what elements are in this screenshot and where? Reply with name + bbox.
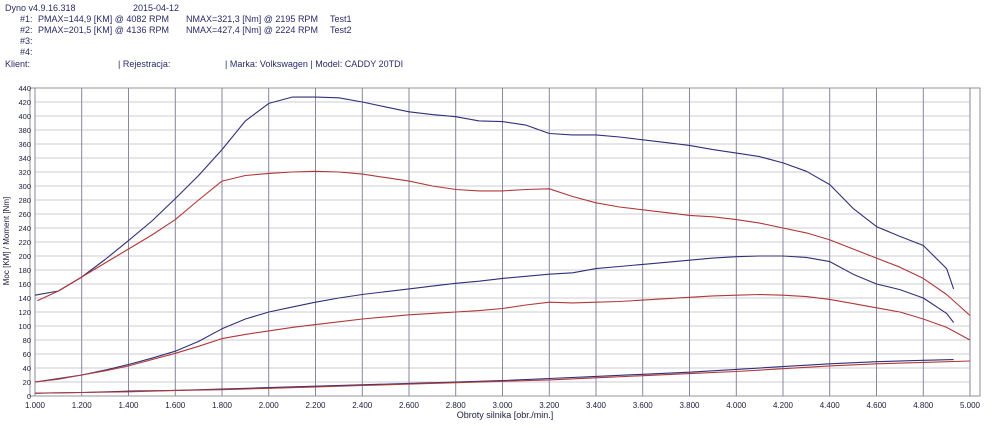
y-axis-label: Moc [KM] / Moment [Nm] [2, 197, 11, 285]
x-tick-label: 3.800 [679, 401, 700, 410]
y-tick-label: 160 [18, 280, 31, 289]
series-line-2 [37, 170, 971, 316]
y-tick-label: 140 [18, 294, 31, 303]
x-tick-label: 1.600 [165, 401, 186, 410]
series-line-4 [34, 293, 971, 383]
x-tick-label: 4.200 [773, 401, 794, 410]
run-2-label: #2: [20, 25, 33, 35]
y-tick-label: 20 [23, 378, 31, 387]
x-tick-label: 1.400 [118, 401, 139, 410]
run-1-pmax: PMAX=144,9 [KM] @ 4082 RPM [38, 14, 169, 24]
app-version: Dyno v4.9.16.318 [5, 3, 76, 13]
y-tick-label: 200 [18, 252, 31, 261]
x-tick-label: 4.000 [726, 401, 747, 410]
run-1-nmax: NMAX=321,3 [Nm] @ 2195 RPM [186, 14, 318, 24]
series-line-1 [34, 96, 955, 296]
x-tick-label: 4.400 [820, 401, 841, 410]
x-tick-label: 5.000 [960, 401, 981, 410]
x-tick-label: 3.600 [633, 401, 654, 410]
x-axis-label: Obroty silnika [obr./min.] [457, 410, 554, 420]
run-1-label: #1: [20, 14, 33, 24]
y-tick-label: 60 [23, 350, 31, 359]
x-tick-label: 2.800 [446, 401, 467, 410]
y-tick-label: 120 [18, 308, 31, 317]
series-lines [34, 96, 971, 394]
y-tick-label: 360 [18, 140, 31, 149]
run-3-label: #3: [20, 36, 33, 46]
client-label: Klient: [5, 59, 31, 69]
y-tick-label: 100 [18, 322, 31, 331]
y-tick-label: 260 [18, 210, 31, 219]
y-tick-label: 180 [18, 266, 31, 275]
series-line-3 [34, 255, 955, 383]
y-tick-label: 80 [23, 336, 31, 345]
x-tick-label: 1.200 [72, 401, 93, 410]
y-tick-label: 440 [18, 84, 31, 93]
run-1-name: Test1 [330, 14, 352, 24]
x-tick-label: 4.600 [866, 401, 887, 410]
run-2-pmax: PMAX=201,5 [KM] @ 4136 RPM [38, 25, 169, 35]
y-tick-label: 280 [18, 196, 31, 205]
x-tick-label: 3.400 [586, 401, 607, 410]
x-tick-label: 2.400 [352, 401, 373, 410]
run-2-name: Test2 [330, 25, 352, 35]
y-tick-label: 400 [18, 112, 31, 121]
y-tick-label: 240 [18, 224, 31, 233]
y-tick-label: 420 [18, 98, 31, 107]
y-tick-label: 300 [18, 182, 31, 191]
y-tick-label: 220 [18, 238, 31, 247]
tick-labels: 1.000 1.200 1.400 1.600 1.800 2.000 2.200 2.400… [18, 84, 980, 410]
x-tick-label: 1.800 [212, 401, 233, 410]
x-tick-label: 3.000 [492, 401, 513, 410]
x-tick-label: 4.800 [913, 401, 934, 410]
grid [34, 87, 971, 397]
registration-label: | Rejestracja: [118, 59, 171, 69]
make-model: | Marka: Volkswagen | Model: CADDY 20TDI [225, 59, 404, 69]
run-2-nmax: NMAX=427,4 [Nm] @ 2224 RPM [186, 25, 318, 35]
x-tick-label: 2.000 [259, 401, 280, 410]
y-tick-label: 340 [18, 154, 31, 163]
x-tick-label: 2.600 [399, 401, 420, 410]
test-date: 2015-04-12 [133, 3, 180, 13]
y-tick-label: 0 [27, 392, 31, 401]
x-tick-label: 3.200 [539, 401, 560, 410]
y-tick-label: 320 [18, 168, 31, 177]
x-tick-label: 1.000 [25, 401, 46, 410]
y-tick-label: 380 [18, 126, 31, 135]
run-4-label: #4: [20, 47, 33, 57]
x-tick-label: 2.200 [305, 401, 326, 410]
series-line-6 [34, 360, 971, 394]
y-tick-label: 40 [23, 364, 31, 373]
